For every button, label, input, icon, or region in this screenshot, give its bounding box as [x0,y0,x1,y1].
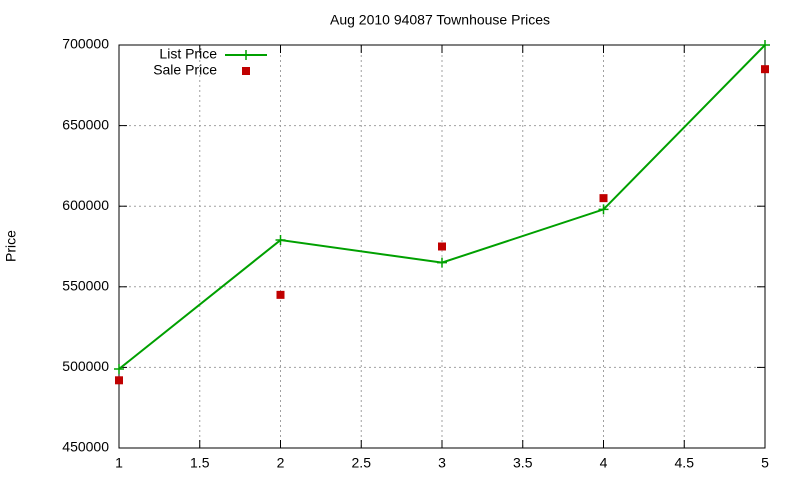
x-tick-label: 3 [438,455,446,471]
x-tick-label: 1.5 [190,455,210,471]
point-marker [276,290,285,299]
point-marker [761,65,769,74]
legend-label: Sale Price [153,62,217,78]
x-tick-label: 3.5 [513,455,533,471]
legend-marker [242,67,250,75]
plot-border [118,44,766,449]
x-tick-label: 2 [277,455,285,471]
x-tick-label: 4.5 [675,455,695,471]
y-tick-label: 700000 [62,36,109,52]
point-marker [438,242,446,251]
y-tick-label: 550000 [62,278,109,294]
y-tick-label: 600000 [62,197,109,213]
x-tick-label: 4 [600,455,608,471]
point-marker [599,194,608,203]
y-tick-label: 450000 [62,439,109,455]
point-marker [598,204,609,215]
point-marker [437,257,447,268]
point-marker [115,376,123,385]
legend-marker [241,50,251,60]
y-axis-label: Price [3,230,19,262]
y-tick-label: 500000 [62,358,109,374]
x-tick-label: 5 [761,455,769,471]
point-marker [114,364,124,375]
y-tick-label: 650000 [62,116,109,132]
point-marker [760,40,770,50]
chart-title: Aug 2010 94087 Townhouse Prices [330,12,550,28]
x-tick-label: 2.5 [352,455,372,471]
point-marker [275,235,286,246]
legend-label: List Price [159,46,217,62]
x-tick-label: 1 [115,455,123,471]
